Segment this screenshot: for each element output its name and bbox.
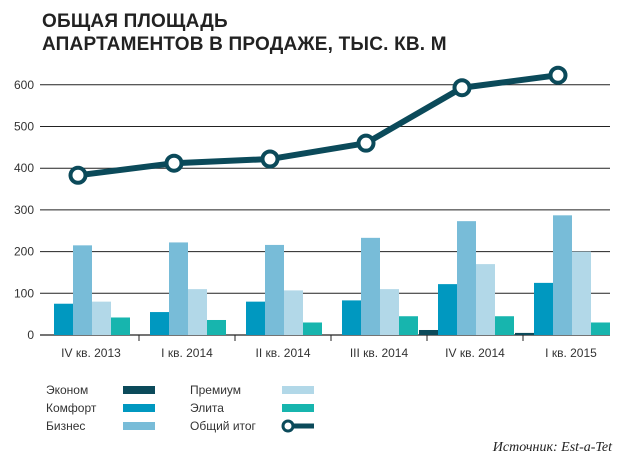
- bar-comfort: [342, 300, 361, 335]
- bar-premium: [476, 264, 495, 335]
- bar-premium: [92, 301, 111, 335]
- legend-label: Общий итог: [190, 419, 257, 433]
- x-tick-label: I кв. 2014: [161, 346, 213, 360]
- bar-premium: [380, 289, 399, 335]
- bar-comfort: [438, 284, 457, 335]
- bar-elite: [303, 322, 322, 335]
- bar-elite: [207, 319, 226, 335]
- bar-premium: [188, 289, 207, 335]
- bar-economy: [419, 329, 438, 335]
- x-tick-label: IV кв. 2013: [61, 346, 121, 360]
- bar-business: [73, 245, 92, 335]
- bar-elite: [591, 322, 610, 335]
- bar-business: [169, 242, 188, 335]
- legend: Эконом Комфорт Бизнес Премиум Элита Общий ито…: [46, 383, 314, 433]
- legend-label: Премиум: [190, 383, 241, 397]
- grid-lines: [40, 84, 610, 336]
- total-line-marker: [164, 153, 184, 173]
- bar-comfort: [534, 282, 553, 335]
- total-line-path: [75, 72, 561, 179]
- legend-swatch-comfort: [123, 404, 155, 412]
- x-tick-label: I кв. 2015: [545, 346, 597, 360]
- y-tick-label: 600: [14, 78, 34, 92]
- bar-comfort: [150, 312, 169, 335]
- bar-business: [457, 221, 476, 335]
- bar-economy: [515, 332, 534, 335]
- y-tick-label: 500: [14, 120, 34, 134]
- bars: [54, 215, 610, 335]
- total-line-marker: [68, 165, 88, 185]
- bar-elite: [111, 317, 130, 335]
- y-axis-ticks: 0 100 200 300 400 500 600: [14, 78, 34, 342]
- legend-swatch-business: [123, 422, 155, 430]
- bar-business: [265, 244, 284, 335]
- y-tick-label: 300: [14, 203, 34, 217]
- bar-elite: [399, 316, 418, 335]
- total-line-marker: [548, 65, 568, 85]
- y-tick-label: 100: [14, 286, 34, 300]
- legend-swatch-marker: [281, 419, 295, 433]
- legend-swatch-premium: [282, 386, 314, 394]
- legend-swatch-elite: [282, 404, 314, 412]
- y-tick-label: 0: [27, 328, 34, 342]
- bar-premium: [284, 290, 303, 335]
- total-line-marker: [452, 78, 472, 98]
- bar-comfort: [246, 301, 265, 335]
- x-tick-label: IV кв. 2014: [445, 346, 505, 360]
- total-line: [68, 65, 568, 185]
- bar-business: [553, 215, 572, 335]
- legend-label: Эконом: [46, 383, 88, 397]
- x-tick-label: II кв. 2014: [256, 346, 311, 360]
- x-axis-ticks: IV кв. 2013 I кв. 2014 II кв. 2014 III кв. …: [61, 335, 597, 360]
- chart-title: ОБЩАЯ ПЛОЩАДЬ АПАРТАМЕНТОВ В ПРОДАЖЕ, ТЫ…: [42, 10, 447, 56]
- total-line-marker: [356, 133, 376, 153]
- legend-label: Элита: [190, 401, 224, 415]
- bar-business: [361, 237, 380, 335]
- chart-title-line-1: ОБЩАЯ ПЛОЩАДЬ: [42, 11, 228, 32]
- x-tick-label: III кв. 2014: [350, 346, 409, 360]
- bar-premium: [572, 251, 591, 335]
- bar-comfort: [54, 303, 73, 335]
- y-tick-label: 400: [14, 161, 34, 175]
- chart-title-line-2: АПАРТАМЕНТОВ В ПРОДАЖЕ, ТЫС. КВ. М: [42, 34, 447, 55]
- total-line-marker: [260, 149, 280, 169]
- legend-label: Комфорт: [46, 401, 97, 415]
- bar-elite: [495, 316, 514, 335]
- legend-swatch-economy: [123, 386, 155, 394]
- source-note: Источник: Est-a-Tet: [492, 440, 612, 455]
- legend-label: Бизнес: [46, 419, 85, 433]
- y-tick-label: 200: [14, 245, 34, 259]
